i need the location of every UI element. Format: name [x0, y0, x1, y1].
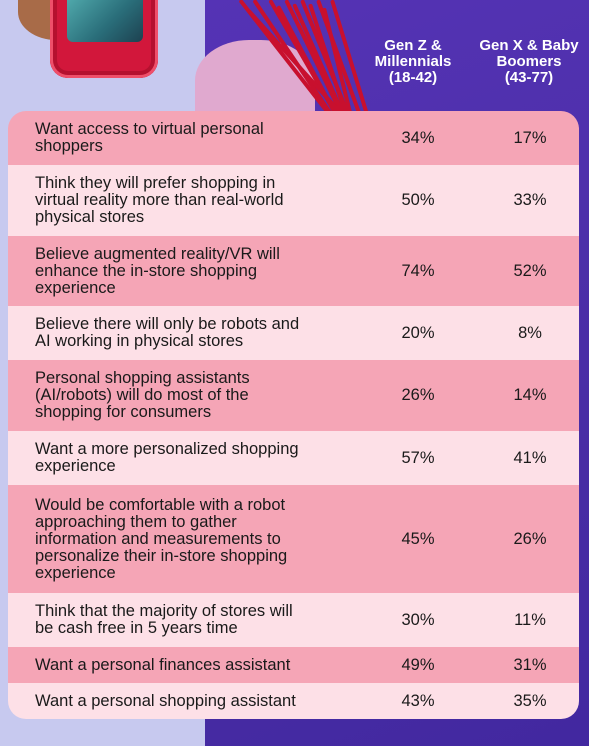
table-row: Want access to virtual personal shoppers 3…	[8, 111, 579, 165]
row-label: Believe there will only be robots and AI …	[8, 316, 375, 350]
row-label-line: (AI/robots) will do most of the	[35, 386, 249, 404]
value-gen-z: 45%	[401, 529, 435, 548]
value-gen-x: 14%	[513, 386, 547, 404]
row-label-line: experience	[35, 457, 116, 475]
column-header-line: Millennials	[374, 53, 452, 70]
value-gen-x: 11%	[514, 610, 546, 629]
value-gen-x: 26%	[513, 529, 547, 548]
value-gen-x: 17%	[513, 128, 547, 147]
value-gen-x: 35%	[513, 691, 547, 710]
table-row: Personal shopping assistants (AI/robots) …	[8, 360, 579, 431]
value-gen-z: 57%	[401, 448, 435, 467]
value-gen-z: 34%	[401, 128, 435, 147]
column-header-line: Gen Z &	[384, 37, 442, 54]
column-header-line: Gen X & Baby	[479, 37, 579, 54]
column-header-line: (43-77)	[504, 69, 554, 86]
table-row: Think they will prefer shopping in virtua…	[8, 165, 579, 236]
row-label-line: personalize their in-store shopping	[35, 546, 288, 565]
table-row: Want a personal finances assistant 49% 31%	[8, 647, 579, 683]
row-label-line: shoppers	[35, 137, 103, 155]
survey-table: Want access to virtual personal shoppers 3…	[8, 111, 579, 719]
row-label-line: Want a personal shopping assistant	[35, 691, 296, 710]
row-label: Would be comfortable with a robot approac…	[8, 495, 375, 582]
table-row: Want a more personalized shopping experie…	[8, 431, 579, 485]
row-label-line: approaching them to gather	[35, 512, 237, 531]
row-label-line: Think they will prefer shopping in	[35, 174, 276, 192]
value-gen-z: 49%	[401, 655, 435, 674]
column-header-gen-x: Gen X & Baby Boomers (43-77)	[470, 38, 588, 86]
table-row: Want a personal shopping assistant 43% 35%	[8, 683, 579, 719]
row-label-line: Want a personal finances assistant	[35, 655, 291, 674]
row-label: Think they will prefer shopping in virtua…	[8, 175, 375, 226]
table-row: Would be comfortable with a robot approac…	[8, 485, 579, 593]
value-gen-z: 50%	[401, 191, 435, 209]
column-header-gen-z: Gen Z & Millennials (18-42)	[367, 38, 459, 86]
value-gen-x: 31%	[513, 655, 547, 674]
row-label-line: physical stores	[35, 208, 145, 226]
value-gen-z: 43%	[401, 691, 435, 710]
row-label-line: be cash free in 5 years time	[35, 619, 238, 637]
value-gen-x: 8%	[518, 323, 542, 342]
row-label: Want a personal shopping assistant	[8, 691, 375, 710]
value-gen-x: 52%	[513, 261, 547, 280]
row-label-line: Want access to virtual personal	[35, 120, 264, 138]
row-label-line: virtual reality more than real-world	[35, 191, 284, 209]
row-label: Believe augmented reality/VR will enhance…	[8, 244, 375, 297]
value-gen-x: 41%	[513, 448, 547, 467]
table-row: Believe there will only be robots and AI …	[8, 306, 579, 360]
value-gen-z: 30%	[401, 610, 435, 629]
row-label: Want access to virtual personal shoppers	[8, 121, 375, 155]
row-label-line: Want a more personalized shopping	[35, 440, 299, 458]
row-label: Personal shopping assistants (AI/robots) …	[8, 370, 375, 421]
value-gen-x: 33%	[513, 191, 547, 209]
phone-screen	[67, 0, 143, 42]
row-label-line: experience	[35, 563, 116, 582]
column-header-line: (18-42)	[388, 69, 438, 86]
value-gen-z: 74%	[401, 261, 435, 280]
row-label-line: Personal shopping assistants	[35, 369, 250, 387]
column-header-line: Boomers	[496, 53, 562, 70]
row-label-line: Would be comfortable with a robot	[35, 495, 286, 514]
row-label-line: Believe augmented reality/VR will	[35, 244, 280, 263]
phone-illustration	[50, 0, 158, 78]
row-label-line: Believe there will only be robots and	[35, 315, 300, 333]
row-label: Want a more personalized shopping experie…	[8, 441, 375, 475]
table-row: Believe augmented reality/VR will enhance…	[8, 236, 579, 306]
value-gen-z: 26%	[401, 386, 435, 404]
row-label-line: enhance the in-store shopping	[35, 261, 257, 280]
row-label: Want a personal finances assistant	[8, 655, 375, 674]
row-label-line: experience	[35, 278, 116, 297]
row-label-line: AI working in physical stores	[35, 332, 244, 350]
table-row: Think that the majority of stores will be…	[8, 593, 579, 647]
row-label: Think that the majority of stores will be…	[8, 603, 375, 637]
row-label-line: Think that the majority of stores will	[35, 602, 293, 620]
value-gen-z: 20%	[401, 323, 435, 342]
row-label-line: information and measurements to	[35, 529, 281, 548]
row-label-line: shopping for consumers	[35, 403, 212, 421]
